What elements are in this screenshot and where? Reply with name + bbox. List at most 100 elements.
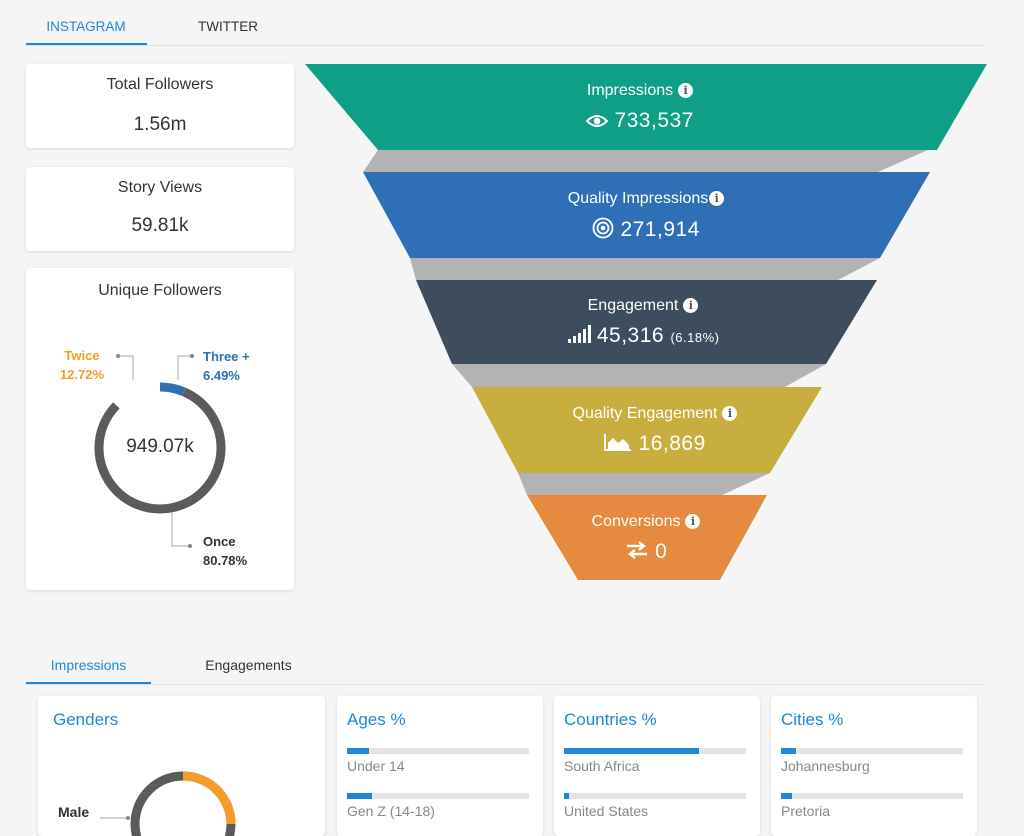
funnel-impressions-value: 733,537: [614, 109, 694, 132]
countries-row-label: United States: [564, 803, 649, 819]
genders-donut-segment: [182, 771, 236, 825]
funnel-conversions-text: Conversions i 0: [496, 513, 796, 564]
ages-bar-track: [347, 793, 529, 799]
total-followers-value: 1.56m: [133, 114, 187, 135]
cities-bar-fill: [781, 793, 792, 799]
ages-title: Ages %: [347, 710, 406, 729]
countries-card: Countries % South Africa United States: [554, 696, 760, 836]
three-plus-pct: 6.49%: [203, 368, 240, 383]
story-views-title: Story Views: [117, 179, 203, 196]
three-plus-leader-dot: [190, 354, 194, 358]
three-plus-leader-line: [177, 355, 192, 380]
exchange-arrows-icon: [626, 541, 647, 559]
funnel-engagement-title: Engagement: [587, 297, 679, 314]
countries-bar-fill: [564, 748, 699, 754]
funnel-impressions-title: Impressions: [586, 82, 674, 99]
eye-icon: [585, 115, 609, 127]
top-tabs-divider: [26, 45, 986, 46]
three-plus-label: Three + 6.49%: [203, 347, 250, 385]
funnel-stage-conversions: [527, 495, 767, 580]
funnel-impressions-text: Impressions i 733,537: [490, 82, 790, 133]
donut-segment-three: [94, 382, 226, 514]
countries-bar-track: [564, 793, 746, 799]
tab-twitter[interactable]: TWITTER: [198, 19, 258, 34]
twice-label: Twice 12.72%: [56, 346, 108, 384]
bottom-tabs-divider: [26, 684, 986, 685]
story-views-value: 59.81k: [131, 215, 189, 236]
cities-bar-track: [781, 793, 963, 799]
funnel-connector-1: [363, 150, 928, 172]
once-leader-dot: [188, 544, 192, 548]
countries-title: Countries %: [564, 710, 657, 729]
once-label: Once 80.78%: [203, 532, 247, 570]
total-followers-card: Total Followers 1.56m: [26, 64, 294, 148]
funnel-connector-4: [518, 473, 770, 495]
tab-impressions[interactable]: Impressions: [50, 657, 127, 673]
funnel-stage-quality-impressions: [363, 172, 930, 258]
funnel-engagement-pct: (6.18%): [670, 330, 720, 345]
unique-followers-title: Unique Followers: [98, 282, 222, 299]
funnel-conversions-value: 0: [655, 540, 668, 563]
funnel-quality-impressions-title: Quality Impressions: [567, 190, 709, 207]
ages-bar-fill: [347, 793, 373, 799]
funnel-quality-engagement-title: Quality Engagement: [572, 405, 718, 422]
donut-segments: [94, 382, 226, 514]
twice-name: Twice: [64, 348, 100, 363]
funnel-quality-engagement-text: Quality Engagement i 16,869: [505, 405, 805, 456]
ages-row-label: Under 14: [347, 758, 405, 774]
info-icon[interactable]: i: [683, 298, 699, 313]
once-pct: 80.78%: [203, 553, 248, 568]
cities-title: Cities %: [781, 710, 844, 729]
info-icon[interactable]: i: [685, 514, 701, 529]
funnel-conversions-title: Conversions: [591, 513, 681, 530]
cities-bar-track: [781, 748, 963, 754]
ages-row-label: Gen Z (14-18): [347, 803, 435, 819]
cities-card: Cities % Johannesburg Pretoria: [771, 696, 977, 836]
funnel-engagement-text: Engagement i 45,316 (6.18%): [493, 297, 793, 348]
twice-leader-dot: [116, 354, 120, 358]
twice-pct: 12.72%: [59, 367, 105, 382]
three-plus-name: Three +: [203, 349, 250, 364]
male-label: Male: [58, 804, 90, 820]
info-icon[interactable]: i: [678, 83, 694, 98]
donut-segment-once: [94, 382, 226, 514]
funnel-connector-2: [410, 258, 880, 280]
countries-bar-fill: [564, 793, 570, 799]
tab-engagements[interactable]: Engagements: [205, 657, 292, 673]
cities-row-label: Pretoria: [781, 803, 831, 819]
ages-bar-fill: [347, 748, 369, 754]
funnel-engagement-value: 45,316: [596, 324, 665, 347]
countries-row-label: South Africa: [564, 758, 640, 774]
tab-instagram[interactable]: INSTAGRAM: [46, 19, 126, 34]
genders-title: Genders: [53, 710, 119, 729]
info-icon[interactable]: i: [722, 406, 738, 421]
active-bottom-tab-indicator: [26, 682, 151, 685]
broadcast-icon: [592, 217, 614, 239]
funnel-connector-3: [452, 364, 826, 387]
info-icon[interactable]: i: [709, 191, 725, 206]
funnel-stage-impressions: [305, 64, 987, 150]
male-leader-dot: [126, 816, 130, 820]
unique-followers-card: Unique Followers 949.07k Twice 12.72% Th…: [26, 268, 294, 590]
area-chart-icon: [604, 434, 632, 451]
signal-bars-icon: [567, 325, 591, 343]
ages-card: Ages % Under 14 Gen Z (14-18): [337, 696, 543, 836]
story-views-card: Story Views 59.81k: [26, 167, 294, 251]
cities-row-label: Johannesburg: [781, 758, 870, 774]
donut-center-value: 949.07k: [126, 436, 194, 457]
once-leader-line: [171, 512, 190, 547]
funnel-chart: [305, 64, 987, 580]
countries-bar-track: [564, 748, 746, 754]
funnel-quality-impressions-text: Quality Impressions i 271,914: [496, 190, 796, 242]
funnel-quality-engagement-value: 16,869: [638, 432, 706, 455]
funnel-stage-engagement: [416, 280, 877, 364]
unique-followers-donut: [94, 354, 226, 548]
total-followers-title: Total Followers: [106, 76, 214, 93]
funnel-quality-impressions-value: 271,914: [620, 218, 700, 241]
cities-bar-fill: [781, 748, 796, 754]
once-name: Once: [203, 534, 236, 549]
twice-leader-line: [118, 355, 134, 380]
ages-bar-track: [347, 748, 529, 754]
active-tab-indicator: [26, 43, 147, 46]
genders-card: Genders Male: [38, 696, 325, 836]
